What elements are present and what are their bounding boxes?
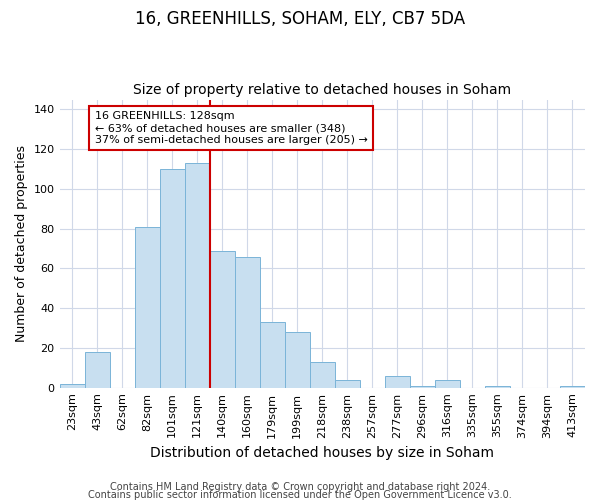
Y-axis label: Number of detached properties: Number of detached properties <box>15 145 28 342</box>
Bar <box>209 250 235 388</box>
Text: 16, GREENHILLS, SOHAM, ELY, CB7 5DA: 16, GREENHILLS, SOHAM, ELY, CB7 5DA <box>135 10 465 28</box>
Text: Contains HM Land Registry data © Crown copyright and database right 2024.: Contains HM Land Registry data © Crown c… <box>110 482 490 492</box>
Bar <box>335 380 360 388</box>
Bar <box>385 376 410 388</box>
Bar <box>260 322 285 388</box>
Text: 16 GREENHILLS: 128sqm
← 63% of detached houses are smaller (348)
37% of semi-det: 16 GREENHILLS: 128sqm ← 63% of detached … <box>95 112 367 144</box>
Bar <box>235 256 260 388</box>
Bar <box>285 332 310 388</box>
Bar <box>435 380 460 388</box>
Bar <box>59 384 85 388</box>
Bar <box>185 163 209 388</box>
Bar <box>485 386 510 388</box>
Bar <box>310 362 335 388</box>
Bar <box>134 226 160 388</box>
Text: Contains public sector information licensed under the Open Government Licence v3: Contains public sector information licen… <box>88 490 512 500</box>
Bar <box>160 169 185 388</box>
Bar <box>410 386 435 388</box>
Bar <box>560 386 585 388</box>
X-axis label: Distribution of detached houses by size in Soham: Distribution of detached houses by size … <box>150 446 494 460</box>
Title: Size of property relative to detached houses in Soham: Size of property relative to detached ho… <box>133 83 511 97</box>
Bar <box>85 352 110 388</box>
